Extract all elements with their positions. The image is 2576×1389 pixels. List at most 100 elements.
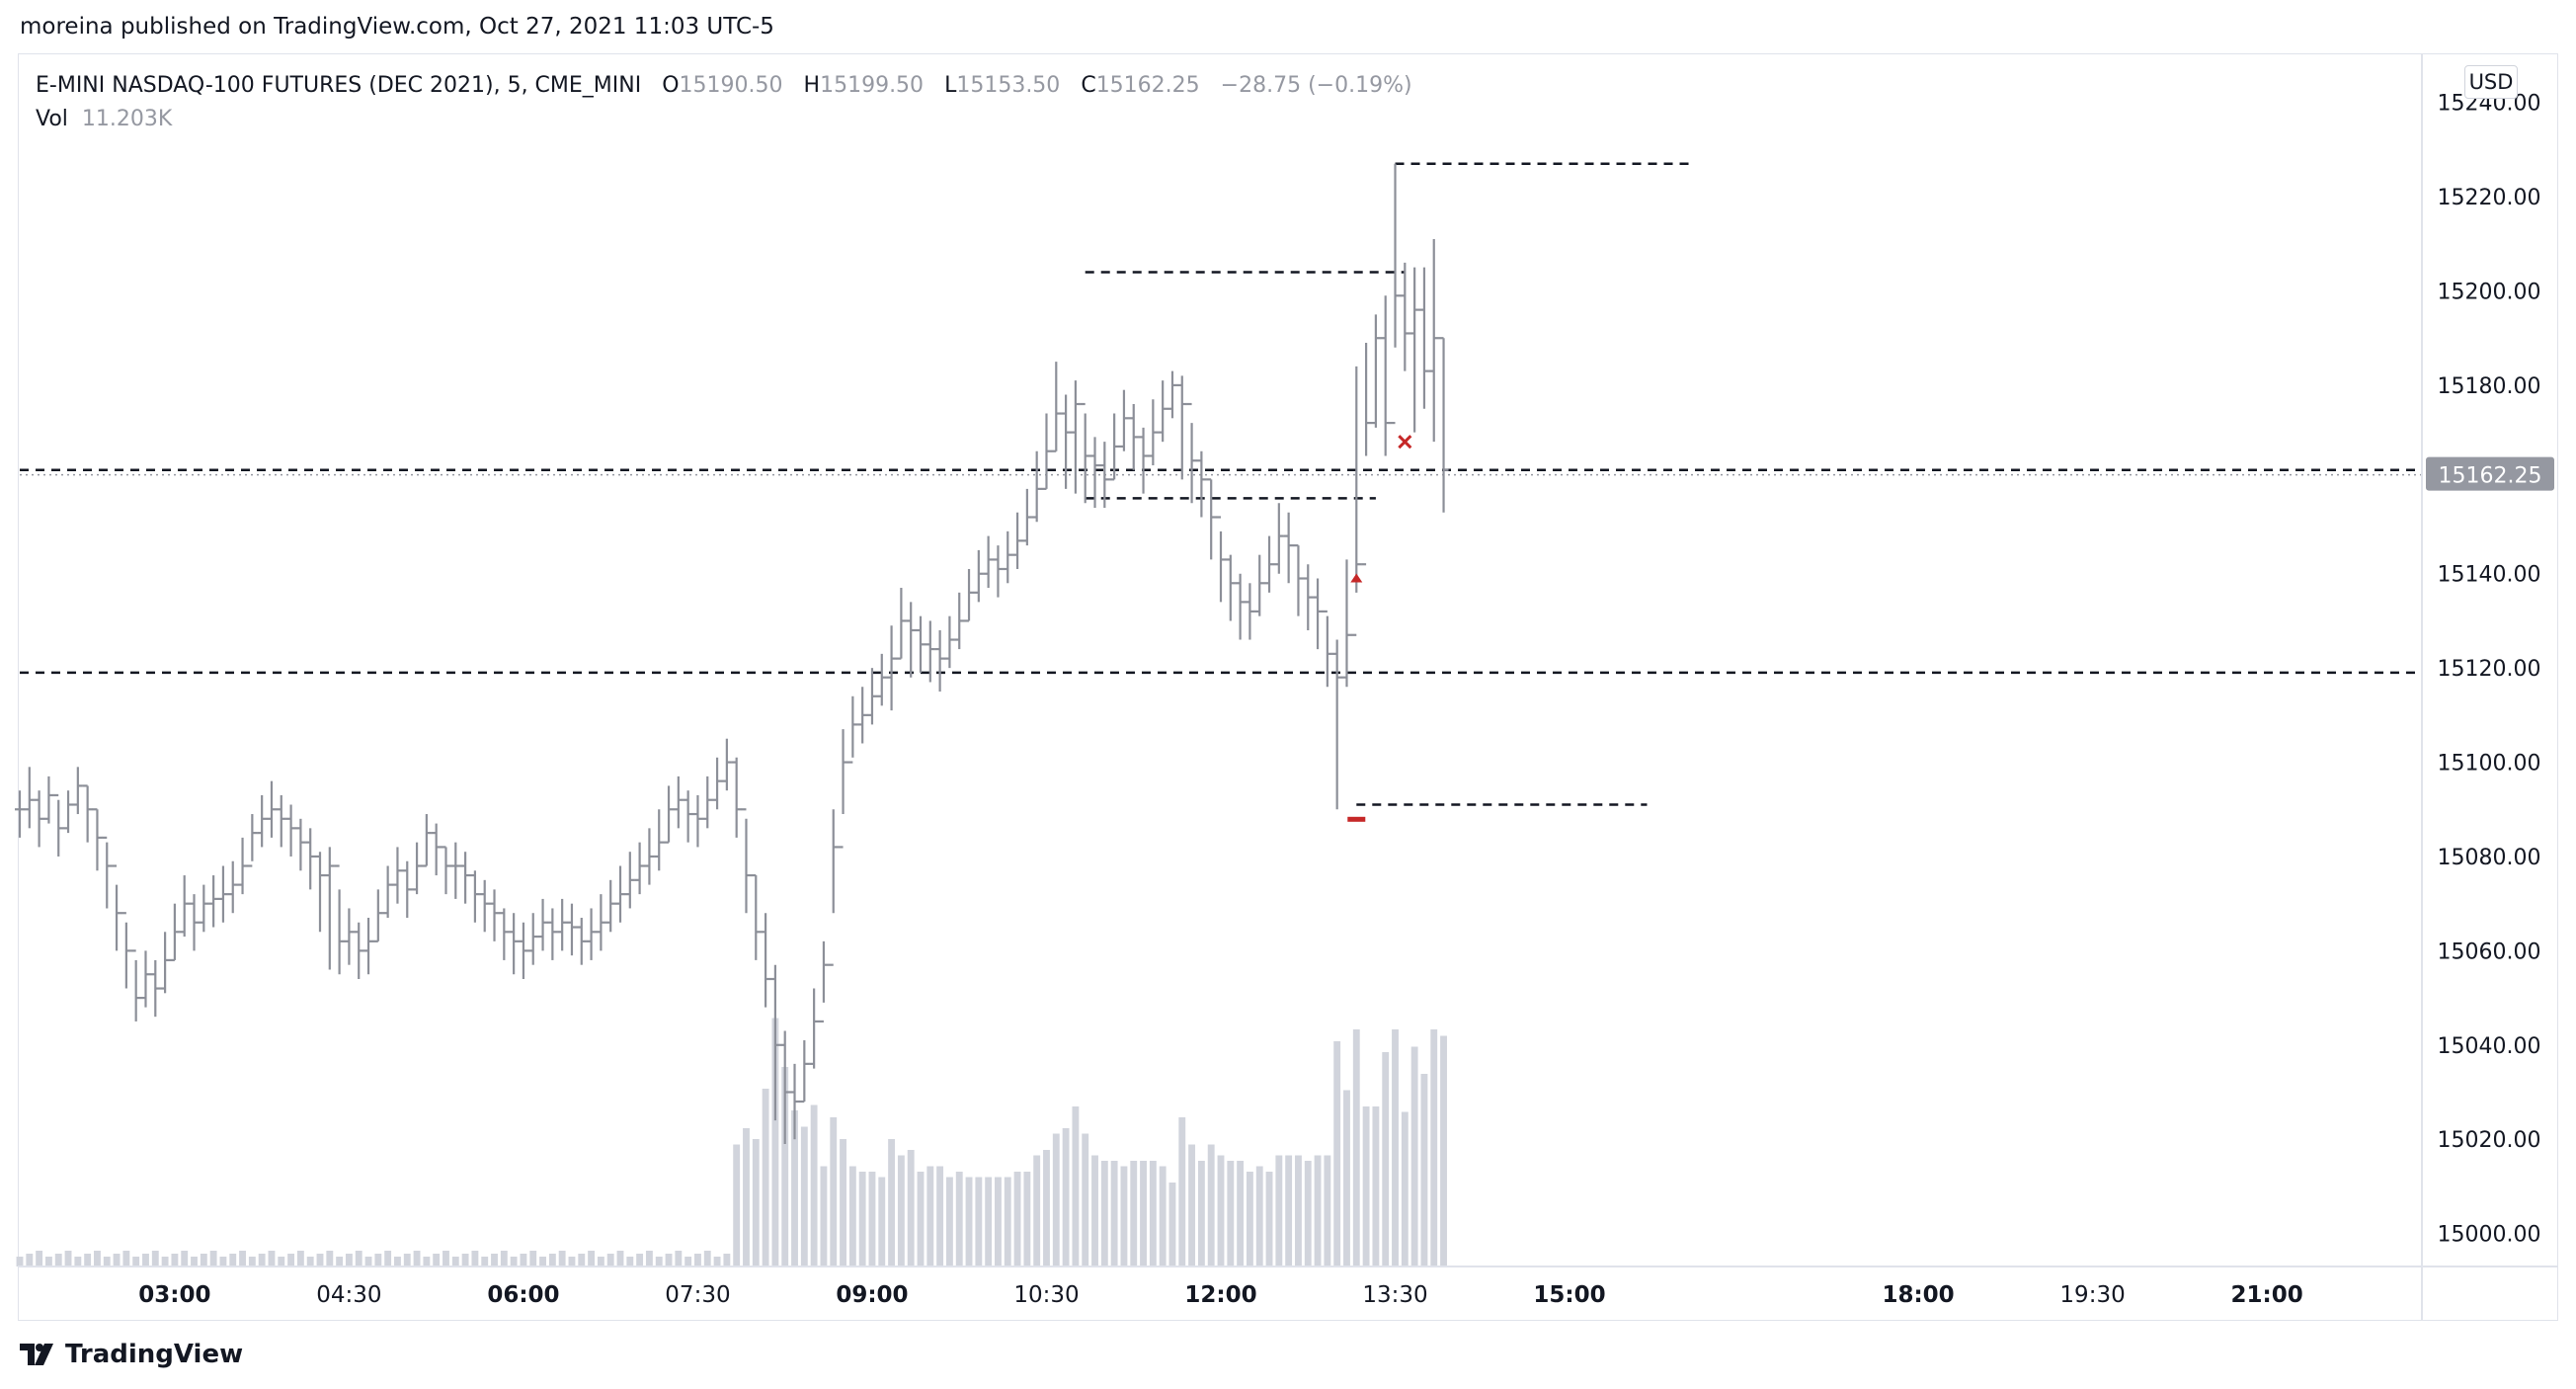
volume-bar <box>830 1117 838 1266</box>
volume-bar <box>529 1251 537 1266</box>
volume-bar <box>433 1254 441 1266</box>
x-tick-label: 04:30 <box>316 1282 381 1308</box>
volume-bar <box>132 1257 140 1266</box>
volume-bar <box>200 1254 207 1266</box>
volume-bar <box>122 1251 130 1266</box>
exit-marker <box>1398 435 1412 449</box>
volume-bar <box>44 1257 52 1266</box>
volume-bar <box>326 1251 334 1266</box>
volume-bar <box>471 1251 479 1266</box>
y-tick-label: 15080.00 <box>2438 846 2541 870</box>
volume-bar <box>287 1254 295 1266</box>
currency-button[interactable]: USD <box>2464 65 2518 99</box>
tradingview-brand[interactable]: TradingView <box>20 1340 243 1369</box>
volume-bar <box>1392 1029 1399 1266</box>
price-chart[interactable]: 15000.00 15020.00 15040.00 15060.00 15080.00… <box>0 0 2576 1324</box>
x-tick-label: 07:30 <box>665 1282 730 1308</box>
entry-marker <box>1350 573 1363 583</box>
volume-bar <box>888 1139 896 1266</box>
volume-bar <box>858 1172 866 1266</box>
low-value: 15153.50 <box>956 73 1061 98</box>
last-price-badge <box>2426 456 2554 491</box>
close-value: 15162.25 <box>1095 73 1200 98</box>
close-label: C <box>1081 73 1096 98</box>
volume-bar <box>713 1257 721 1266</box>
volume-bar <box>248 1257 256 1266</box>
volume-bar <box>209 1251 217 1266</box>
volume-bar <box>723 1254 731 1266</box>
volume-bar <box>703 1251 711 1266</box>
volume-bar <box>1227 1161 1235 1266</box>
volume-bar <box>1062 1128 1070 1266</box>
volume-bar <box>1100 1161 1108 1266</box>
volume-bar <box>655 1257 663 1266</box>
y-tick-label: 15100.00 <box>2438 752 2541 776</box>
volume-bar <box>229 1254 237 1266</box>
volume-bar <box>423 1257 431 1266</box>
volume-layer <box>16 1018 1447 1266</box>
volume-bar <box>665 1254 673 1266</box>
y-tick-label: 15200.00 <box>2438 281 2541 305</box>
volume-bar <box>1410 1046 1418 1266</box>
volume-bar <box>113 1254 121 1266</box>
y-tick-label: 15000.00 <box>2438 1223 2541 1248</box>
volume-bar <box>510 1257 518 1266</box>
volume-bar <box>336 1257 344 1266</box>
volume-bar <box>1343 1090 1350 1266</box>
volume-bar <box>1440 1035 1447 1266</box>
axes: 15000.00 15020.00 15040.00 15060.00 15080.00… <box>18 53 2558 1321</box>
ohlc-bars <box>15 163 1449 1144</box>
volume-bar <box>151 1251 159 1266</box>
volume-bar <box>771 1018 779 1266</box>
volume-bar <box>558 1251 566 1266</box>
volume-bar <box>345 1254 353 1266</box>
volume-bar <box>626 1257 634 1266</box>
x-tick-label: 03:00 <box>138 1282 210 1308</box>
volume-bar <box>606 1254 614 1266</box>
volume-bar <box>26 1254 34 1266</box>
volume-bar <box>384 1251 392 1266</box>
volume-bar <box>848 1166 856 1266</box>
volume-bar <box>74 1257 82 1266</box>
volume-bar <box>181 1251 189 1266</box>
volume-bar <box>403 1254 411 1266</box>
volume-bar <box>636 1254 644 1266</box>
volume-bar <box>219 1257 227 1266</box>
chart-frame <box>18 53 2558 1321</box>
volume-bar <box>394 1257 401 1266</box>
volume-bar <box>1304 1161 1312 1266</box>
volume-bar <box>907 1150 915 1266</box>
volume-bar <box>762 1089 769 1266</box>
volume-bar <box>1004 1177 1011 1266</box>
volume-bar <box>897 1155 905 1266</box>
volume-bar <box>588 1251 596 1266</box>
x-tick-label: 15:00 <box>1533 1282 1605 1308</box>
volume-bar <box>868 1172 876 1266</box>
open-label: O <box>662 73 680 98</box>
volume-bar <box>1275 1155 1283 1266</box>
x-tick-label: 19:30 <box>2059 1282 2125 1308</box>
volume-bar <box>171 1254 179 1266</box>
volume-bar <box>239 1251 246 1266</box>
volume-bar <box>1237 1161 1245 1266</box>
volume-bar <box>1372 1106 1380 1266</box>
volume-label[interactable]: Vol <box>36 107 68 131</box>
volume-bar <box>975 1177 983 1266</box>
volume-bar <box>1013 1172 1021 1266</box>
volume-bar <box>1246 1172 1253 1266</box>
volume-bar <box>374 1254 382 1266</box>
volume-bar <box>1120 1166 1128 1266</box>
y-tick-label: 15120.00 <box>2438 657 2541 682</box>
volume-bar <box>1082 1133 1089 1266</box>
volume-bar <box>539 1257 546 1266</box>
high-label: H <box>803 73 821 98</box>
ohlc-row: E-MINI NASDAQ-100 FUTURES (DEC 2021), 5,… <box>36 69 1412 103</box>
volume-bar <box>878 1177 886 1266</box>
volume-bar <box>258 1254 266 1266</box>
symbol-title[interactable]: E-MINI NASDAQ-100 FUTURES (DEC 2021), 5,… <box>36 73 642 98</box>
last-price-label: 15162.25 <box>2439 464 2542 489</box>
volume-bar <box>965 1177 973 1266</box>
volume-bar <box>752 1139 760 1266</box>
volume-bar <box>955 1172 963 1266</box>
volume-bar <box>1295 1155 1302 1266</box>
